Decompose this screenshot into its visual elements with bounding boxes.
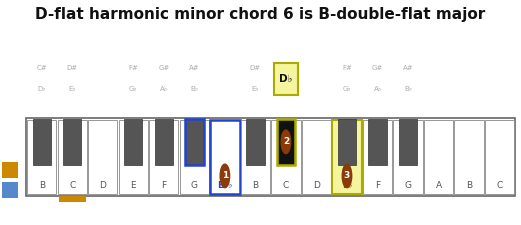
Bar [368, 119, 387, 164]
Bar [246, 119, 265, 164]
Text: A: A [436, 181, 442, 190]
Text: B: B [466, 181, 472, 190]
Bar [2, 182, 18, 198]
Text: G♭: G♭ [343, 86, 351, 92]
Bar [332, 120, 362, 194]
Text: 1: 1 [222, 171, 228, 180]
Text: E: E [130, 181, 136, 190]
Text: A♭: A♭ [160, 86, 168, 92]
Bar [363, 120, 392, 194]
Text: D#: D# [250, 65, 261, 71]
Text: D♭: D♭ [38, 86, 46, 92]
Text: B♭: B♭ [404, 86, 412, 92]
Bar [454, 120, 483, 194]
Text: basicmusictheory.com: basicmusictheory.com [7, 68, 13, 134]
Text: A♭: A♭ [374, 86, 381, 92]
Text: D♭: D♭ [279, 74, 293, 84]
Text: G: G [191, 181, 198, 190]
Text: F: F [375, 181, 380, 190]
Circle shape [281, 130, 291, 153]
Text: G#: G# [372, 65, 383, 71]
Text: G♭: G♭ [129, 86, 138, 92]
Text: D#: D# [67, 65, 78, 71]
Bar [485, 120, 514, 194]
Text: B♭♭: B♭♭ [217, 181, 232, 190]
Bar [27, 120, 56, 194]
Text: F: F [162, 181, 166, 190]
Bar [149, 120, 179, 194]
Text: B: B [39, 181, 45, 190]
Circle shape [220, 164, 230, 188]
Bar [63, 119, 81, 164]
Bar [58, 196, 86, 203]
Circle shape [342, 164, 352, 188]
Text: G: G [404, 181, 412, 190]
Bar [399, 119, 417, 164]
Bar [58, 120, 87, 194]
Text: E♭: E♭ [68, 86, 76, 92]
Bar [26, 118, 515, 196]
Bar [275, 63, 297, 95]
Text: A#: A# [189, 65, 200, 71]
Text: E♭: E♭ [252, 86, 259, 92]
Text: 2: 2 [283, 137, 289, 146]
Text: G#: G# [158, 65, 169, 71]
Bar [185, 119, 204, 164]
Text: C#: C# [36, 65, 47, 71]
Text: F#: F# [128, 65, 138, 71]
Bar [241, 120, 270, 194]
Text: A#: A# [403, 65, 413, 71]
Text: D: D [313, 181, 320, 190]
Bar [2, 162, 18, 178]
Bar [180, 120, 209, 194]
Text: 3: 3 [344, 171, 350, 180]
Bar [210, 120, 240, 194]
Bar [119, 120, 148, 194]
Bar [271, 120, 301, 194]
Text: D-flat harmonic minor chord 6 is B-double-flat major: D-flat harmonic minor chord 6 is B-doubl… [35, 7, 486, 22]
Bar [88, 120, 117, 194]
Bar [393, 120, 423, 194]
Bar [124, 119, 142, 164]
Text: C: C [69, 181, 76, 190]
Bar [338, 119, 356, 164]
Text: C: C [497, 181, 503, 190]
Text: F♭: F♭ [342, 181, 352, 190]
Bar [155, 119, 173, 164]
Text: B: B [252, 181, 258, 190]
Bar [302, 120, 331, 194]
Text: B♭: B♭ [190, 86, 199, 92]
Text: F#: F# [342, 65, 352, 71]
Text: C: C [283, 181, 289, 190]
Bar [424, 120, 453, 194]
Text: D: D [100, 181, 106, 190]
Bar [33, 119, 51, 164]
Bar [277, 119, 295, 164]
